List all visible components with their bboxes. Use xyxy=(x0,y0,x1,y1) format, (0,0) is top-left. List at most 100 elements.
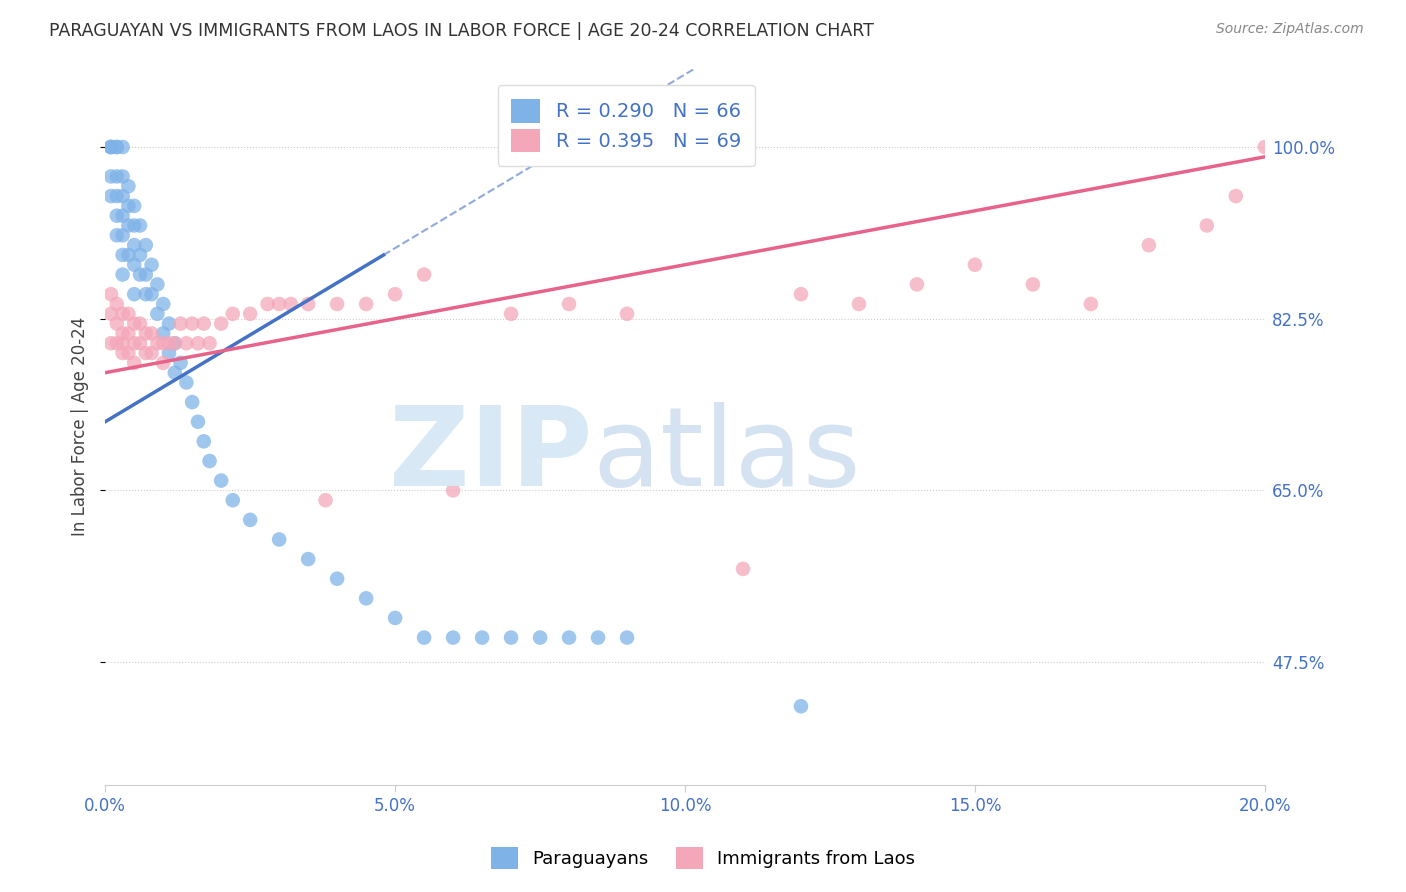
Point xyxy=(129,219,152,233)
Point xyxy=(117,326,139,341)
Point xyxy=(100,140,122,154)
Point xyxy=(256,297,278,311)
Point xyxy=(790,287,813,301)
Point xyxy=(209,317,232,331)
Point xyxy=(122,336,145,351)
Point xyxy=(1225,189,1247,203)
Point xyxy=(105,169,128,184)
Point xyxy=(790,699,813,714)
Point xyxy=(111,346,134,360)
Point xyxy=(105,317,128,331)
Point xyxy=(117,219,139,233)
Point xyxy=(315,493,337,508)
Legend: R = 0.290   N = 66, R = 0.395   N = 69: R = 0.290 N = 66, R = 0.395 N = 69 xyxy=(498,86,755,166)
Point xyxy=(117,199,139,213)
Text: Source: ZipAtlas.com: Source: ZipAtlas.com xyxy=(1216,22,1364,37)
Point xyxy=(111,307,134,321)
Point xyxy=(135,238,157,252)
Point xyxy=(222,493,245,508)
Point xyxy=(122,238,145,252)
Point xyxy=(105,228,128,243)
Point xyxy=(163,336,186,351)
Point xyxy=(1137,238,1160,252)
Point xyxy=(1080,297,1102,311)
Point xyxy=(176,376,198,390)
Point xyxy=(141,258,163,272)
Text: ZIP: ZIP xyxy=(389,401,592,508)
Point xyxy=(117,248,139,262)
Point xyxy=(141,346,163,360)
Point xyxy=(413,268,436,282)
Point xyxy=(354,297,377,311)
Point xyxy=(499,307,522,321)
Point xyxy=(297,297,319,311)
Point xyxy=(499,631,522,645)
Text: PARAGUAYAN VS IMMIGRANTS FROM LAOS IN LABOR FORCE | AGE 20-24 CORRELATION CHART: PARAGUAYAN VS IMMIGRANTS FROM LAOS IN LA… xyxy=(49,22,875,40)
Point xyxy=(193,317,215,331)
Point xyxy=(905,277,928,292)
Point xyxy=(111,189,134,203)
Point xyxy=(141,326,163,341)
Y-axis label: In Labor Force | Age 20-24: In Labor Force | Age 20-24 xyxy=(72,317,89,536)
Point xyxy=(354,591,377,606)
Point xyxy=(105,140,128,154)
Point xyxy=(239,307,262,321)
Point xyxy=(111,228,134,243)
Point xyxy=(100,307,122,321)
Point xyxy=(586,631,609,645)
Point xyxy=(100,189,122,203)
Point xyxy=(193,434,215,449)
Point xyxy=(117,179,139,194)
Point xyxy=(100,140,122,154)
Point xyxy=(848,297,870,311)
Point xyxy=(471,631,494,645)
Point xyxy=(297,552,319,566)
Point xyxy=(269,297,291,311)
Point xyxy=(117,307,139,321)
Point xyxy=(111,169,134,184)
Point xyxy=(187,336,209,351)
Point xyxy=(176,336,198,351)
Point xyxy=(129,268,152,282)
Point xyxy=(141,287,163,301)
Point xyxy=(181,395,204,409)
Point xyxy=(135,326,157,341)
Point xyxy=(326,297,349,311)
Point xyxy=(163,366,186,380)
Point xyxy=(157,336,180,351)
Point xyxy=(152,326,174,341)
Point xyxy=(181,317,204,331)
Point xyxy=(157,346,180,360)
Point xyxy=(122,356,145,370)
Point xyxy=(129,336,152,351)
Point xyxy=(122,258,145,272)
Text: atlas: atlas xyxy=(592,401,860,508)
Point xyxy=(1195,219,1218,233)
Point xyxy=(122,317,145,331)
Point xyxy=(105,336,128,351)
Point xyxy=(146,336,169,351)
Point xyxy=(163,336,186,351)
Point xyxy=(169,317,191,331)
Point xyxy=(558,297,581,311)
Point xyxy=(105,189,128,203)
Point xyxy=(129,248,152,262)
Point xyxy=(105,140,128,154)
Point xyxy=(100,140,122,154)
Point xyxy=(152,297,174,311)
Point xyxy=(105,209,128,223)
Point xyxy=(384,287,406,301)
Point xyxy=(384,611,406,625)
Point xyxy=(239,513,262,527)
Point xyxy=(111,209,134,223)
Point xyxy=(326,572,349,586)
Point xyxy=(152,336,174,351)
Legend: Paraguayans, Immigrants from Laos: Paraguayans, Immigrants from Laos xyxy=(482,838,924,879)
Point xyxy=(157,317,180,331)
Point xyxy=(558,631,581,645)
Point xyxy=(135,346,157,360)
Point xyxy=(135,287,157,301)
Point xyxy=(129,317,152,331)
Point xyxy=(222,307,245,321)
Point xyxy=(122,219,145,233)
